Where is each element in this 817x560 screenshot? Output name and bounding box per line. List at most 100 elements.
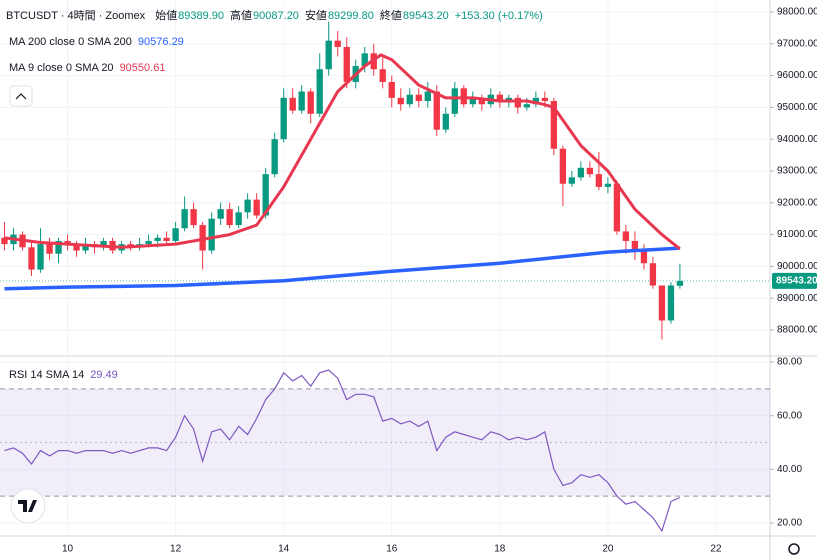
candle-body	[550, 101, 558, 149]
x-tick-label: 18	[494, 544, 506, 555]
ohlc-name: 高値	[230, 8, 252, 22]
ma-line	[4, 53, 681, 251]
candle-body	[586, 167, 594, 175]
candle-body	[361, 53, 368, 67]
candle-body	[658, 285, 666, 321]
y-tick-label: 92000.00	[777, 197, 817, 208]
candle-body	[199, 225, 206, 251]
x-tick-label: 20	[602, 544, 614, 555]
candle-body	[73, 244, 80, 251]
candle-body	[388, 81, 395, 98]
candle-body	[280, 97, 287, 140]
candle-body	[505, 97, 513, 102]
candle-body	[334, 40, 341, 47]
x-tick-label: 12	[170, 544, 182, 555]
candle-body	[604, 183, 612, 187]
candle-body	[622, 231, 630, 241]
layers	[0, 0, 774, 535]
candle-body	[208, 218, 215, 251]
candle-body	[613, 183, 621, 232]
candle-body	[559, 148, 567, 184]
candle-body	[577, 167, 585, 178]
x-tick-label: 14	[278, 544, 290, 555]
y-tick-label: 60.00	[777, 410, 802, 421]
candle-body	[325, 40, 332, 70]
candle-body	[640, 250, 648, 264]
x-tick-label: 22	[710, 544, 722, 555]
candle-body	[163, 237, 170, 241]
candle-body	[145, 240, 152, 245]
y-tick-label: 89000.00	[777, 293, 817, 304]
candle-body	[244, 199, 251, 213]
y-tick-label: 93000.00	[777, 166, 817, 177]
candle-body	[262, 174, 269, 216]
candle-body	[37, 244, 44, 270]
candle-body	[190, 209, 197, 226]
candle-body	[532, 97, 540, 105]
x-tick-label: 10	[62, 544, 74, 555]
candle-body	[1, 237, 8, 245]
y-tick-label: 40.00	[777, 464, 802, 475]
y-tick-label: 95000.00	[777, 102, 817, 113]
candle-body	[226, 209, 233, 226]
legend-name: MA 200 close 0 SMA 200	[9, 36, 132, 48]
gear[interactable]	[788, 543, 800, 555]
y-tick-label: 20.00	[777, 518, 802, 529]
candle-body	[64, 240, 71, 245]
candle-body	[631, 240, 639, 251]
collapse-icon	[15, 93, 27, 100]
ohlc-value: 90087.20	[253, 10, 299, 22]
candle-body	[28, 247, 35, 270]
ohlc-value: 89389.90	[178, 10, 224, 22]
settings-icon[interactable]	[788, 543, 800, 555]
y-tick-label: 94000.00	[777, 134, 817, 145]
x-tick-label: 16	[386, 544, 398, 555]
ma-line	[4, 246, 680, 291]
y-tick-label: 96000.00	[777, 70, 817, 81]
legend-value: 90550.61	[120, 62, 166, 74]
candle-body	[397, 97, 404, 105]
y-tick-label: 91000.00	[777, 229, 817, 240]
candle-body	[541, 97, 548, 102]
candle-body	[406, 94, 413, 105]
candle-body	[271, 139, 278, 175]
candle-body	[478, 97, 485, 105]
candle-body	[253, 199, 260, 216]
candle-body	[55, 240, 62, 254]
candle-body	[172, 228, 179, 241]
candle-body	[595, 174, 603, 187]
candle-body	[433, 91, 440, 130]
candle-body	[523, 104, 531, 108]
header-title: BTCUSDT · 4時間 · Zoomex	[6, 9, 146, 22]
logo-mark	[18, 500, 37, 512]
y-tick-label: 97000.00	[777, 38, 817, 49]
candle-body	[424, 91, 431, 102]
candle-body	[82, 244, 89, 251]
candle-body	[667, 285, 675, 321]
candle-body	[514, 97, 521, 108]
candle-body	[442, 113, 449, 130]
candle-body	[316, 69, 323, 114]
ohlc-name: 終値	[380, 8, 402, 22]
candle-body	[676, 280, 684, 286]
candle-body	[496, 94, 503, 102]
collapse-button[interactable]	[9, 85, 33, 107]
candle-body	[469, 97, 476, 105]
legend-name: RSI 14 SMA 14	[9, 369, 84, 381]
y-tick-label: 90000.00	[777, 261, 817, 272]
candle-body	[451, 88, 458, 114]
candle-body	[379, 69, 386, 82]
candle-body	[415, 94, 422, 102]
candle-body	[235, 212, 242, 226]
candle-body	[289, 97, 296, 111]
ohlc-name: 安値	[305, 8, 327, 22]
candle-body	[307, 91, 314, 114]
change-label: +153.30 (+0.17%)	[455, 10, 543, 22]
candle-body	[46, 244, 53, 254]
ohlc-value: 89299.80	[328, 10, 374, 22]
last-price-label: 89543.20	[776, 276, 817, 287]
y-tick-label: 88000.00	[777, 325, 817, 336]
tv-logo	[10, 488, 46, 524]
candle-body	[649, 263, 657, 286]
